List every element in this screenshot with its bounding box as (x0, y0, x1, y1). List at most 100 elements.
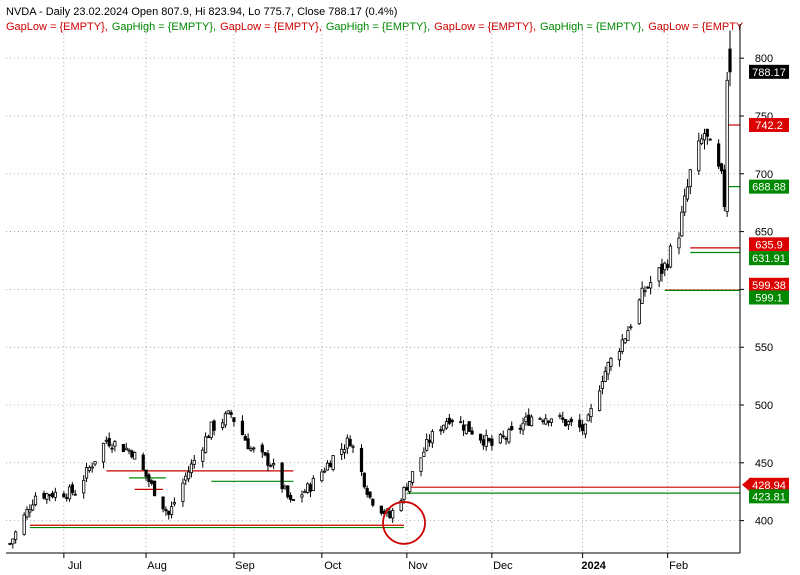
candle-body (683, 195, 687, 213)
price-label-box (749, 477, 789, 492)
candle-body (598, 390, 602, 411)
x-tick-label: Aug (147, 560, 167, 572)
candle-body (484, 434, 488, 447)
candle-body (342, 449, 347, 453)
price-label-box (749, 251, 789, 266)
candle-body (501, 435, 505, 438)
candle-body (172, 502, 177, 505)
candle-body (663, 262, 667, 271)
candle-body (62, 493, 66, 498)
legend-item: GapLow = {EMPTY}, (220, 21, 322, 33)
candle-body (705, 128, 709, 137)
candle-body (113, 441, 117, 447)
candle-body (498, 434, 502, 444)
candle-body (209, 421, 213, 438)
candle-body (589, 408, 593, 417)
candle-body (133, 452, 137, 460)
candle-body (450, 419, 454, 423)
candle-body (649, 282, 653, 289)
candle-body (291, 499, 296, 501)
annotations (382, 501, 426, 545)
candle-body (447, 417, 451, 424)
x-tick-label: Feb (669, 560, 688, 572)
candle-body (583, 423, 588, 435)
candle-body (646, 286, 650, 289)
price-label-text: 423.81 (752, 491, 786, 503)
candle-body (50, 493, 55, 498)
candle-body (640, 287, 644, 304)
candle-body (167, 510, 171, 515)
candle-body (371, 498, 375, 506)
candle-body (504, 437, 508, 440)
price-label-text: 599.38 (752, 280, 786, 292)
candle-body (269, 465, 273, 468)
candle-body (25, 509, 29, 518)
candle-body (563, 419, 568, 427)
candle-body (546, 420, 551, 423)
candle-body (626, 330, 630, 342)
candle-body (668, 245, 673, 268)
candle-body (300, 494, 304, 498)
candle-body (325, 462, 330, 471)
candle-body (461, 424, 466, 431)
candle-body (263, 452, 267, 456)
y-tick-label: 550 (755, 342, 773, 354)
candle-body (53, 491, 57, 498)
candle-body (184, 475, 188, 481)
candle-body (578, 419, 582, 428)
price-label-box (749, 64, 789, 79)
candle-body (48, 494, 52, 497)
candle-body (481, 439, 485, 446)
x-tick-label: Dec (493, 560, 513, 572)
candle-body (181, 482, 185, 502)
candle-body (402, 487, 406, 500)
candle-body (124, 447, 128, 450)
y-tick-label: 800 (755, 53, 773, 65)
candle-body (101, 442, 106, 463)
price-label-box (749, 489, 789, 504)
candle-body (311, 478, 315, 492)
candle-body (643, 290, 647, 293)
candle-body (697, 140, 701, 172)
candle-body (425, 439, 429, 451)
candle-body (42, 492, 46, 499)
candle-body (688, 169, 692, 188)
candle-body (427, 439, 432, 443)
legend-item: GapLow = {EMPTY (648, 21, 744, 33)
candle-body (348, 438, 352, 447)
y-tick-label: 650 (755, 227, 773, 239)
candle-body (70, 484, 74, 494)
candle-body (490, 438, 494, 446)
candle-body (359, 448, 364, 472)
legend-item: GapLow = {EMPTY}, (6, 21, 108, 33)
candle-body (14, 531, 18, 540)
candle-body (130, 450, 134, 458)
y-tick-label: 700 (755, 169, 773, 181)
candle-body (33, 495, 38, 506)
x-tick-label: Oct (324, 560, 341, 572)
candle-body (90, 466, 94, 469)
candle-body (368, 491, 372, 498)
candle-body (220, 422, 225, 429)
candle-body (223, 413, 228, 426)
candle-body (700, 138, 704, 144)
candle-body (82, 479, 86, 494)
candle-body (410, 471, 415, 483)
candle-body (717, 143, 721, 167)
candle-body (73, 493, 77, 496)
candle-body (365, 487, 369, 495)
candle-body (203, 436, 208, 453)
gap-lines (29, 124, 740, 529)
candle-body (345, 437, 349, 449)
candle-body (280, 462, 284, 490)
candle-body (150, 480, 154, 484)
candle-body (617, 351, 622, 361)
candle-body (680, 211, 684, 237)
candle-body (586, 414, 590, 422)
candle-body (320, 471, 324, 482)
candle-body (561, 417, 565, 420)
candle-body (249, 448, 253, 451)
y-tick-label: 450 (755, 458, 773, 470)
